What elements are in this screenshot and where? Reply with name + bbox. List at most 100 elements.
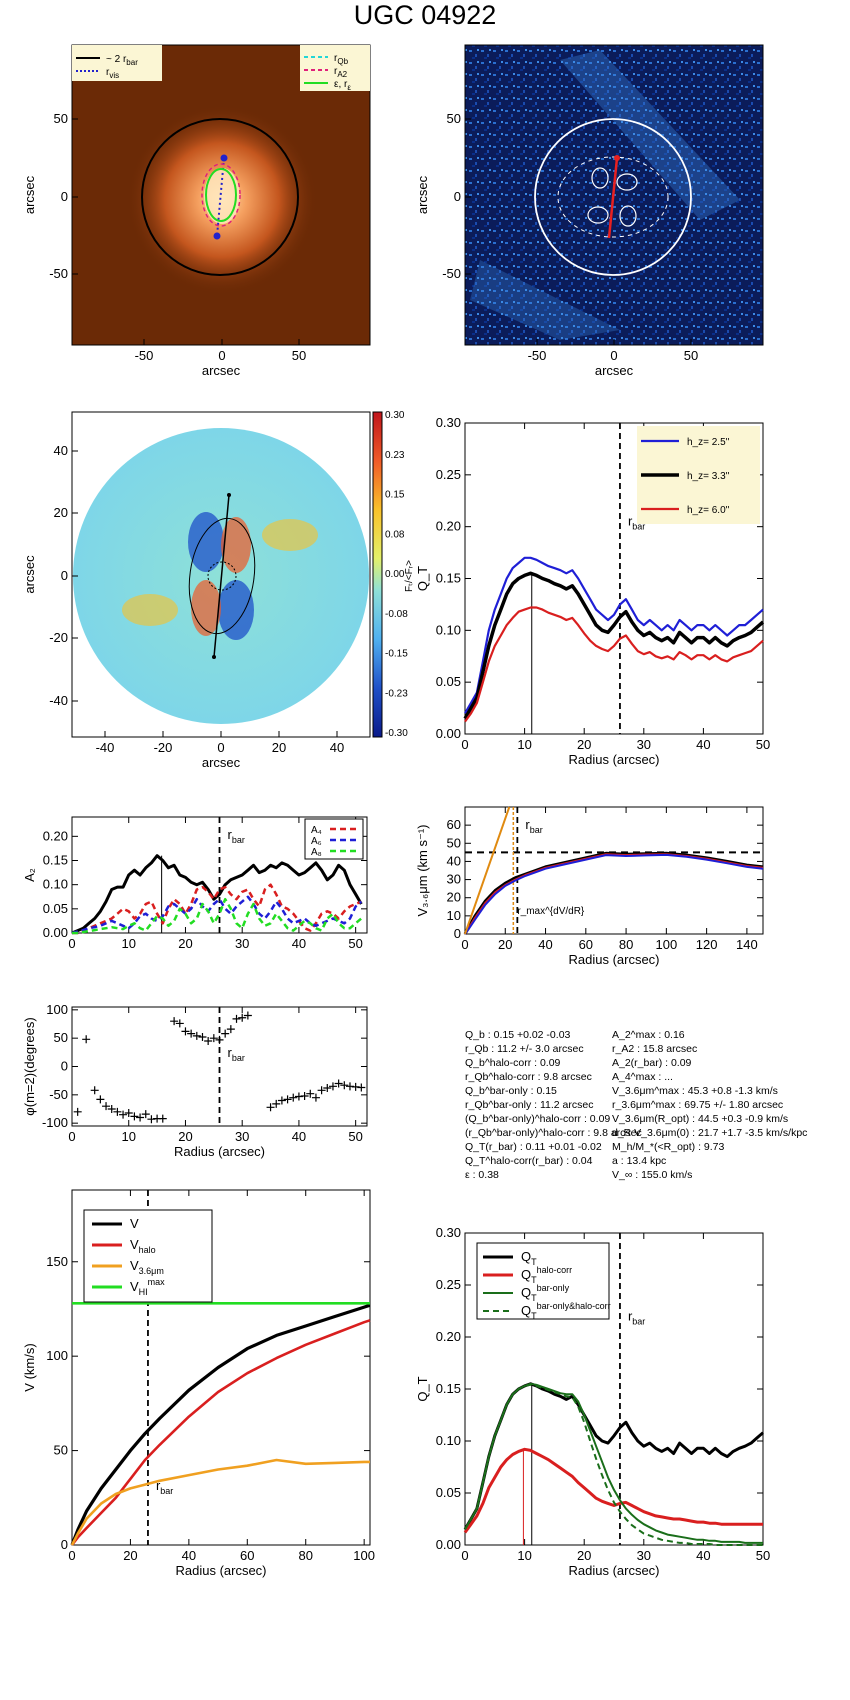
y-axis-label: Q_T [415,566,430,591]
velocity-decomposition-chart: 0 20 40 60 80 100 0 50 100 150 Radius (arcsec) V (k… [22,1189,375,1578]
colorbar-tick-label: 0.08 [385,529,405,540]
y-tick-label: 0.25 [436,1277,461,1292]
series-line [70,1303,371,1546]
info-line: V_3.6μm(R_opt) : 44.5 +0.3 -0.9 km/s [612,1113,788,1125]
y-tick-label: 150 [46,1254,68,1269]
phase-point [277,1096,286,1105]
info-line: V_3.6μm^max : 45.3 +0.8 -1.3 km/s [612,1085,778,1097]
info-line: a : 13.4 kpc [612,1155,666,1167]
phase-point [170,1017,179,1026]
legend-label: ε, rε [334,79,351,92]
phase-point [209,1034,218,1043]
info-line: A_2^max : 0.16 [612,1029,685,1041]
x-axis-label: arcsec [595,363,634,378]
info-line: A_2(r_bar) : 0.09 [612,1057,692,1069]
figure-title: UGC 04922 [354,0,497,30]
y-tick-label: 0.00 [436,726,461,741]
legend-label: h_z= 3.3'' [687,471,730,482]
y-tick-label: 0.30 [436,1225,461,1240]
colorbar-label: Fₜ/<Fᵣ> [404,560,415,592]
y-tick-label: 0.20 [436,1329,461,1344]
a2-ellipse [201,163,241,227]
phase-point [113,1107,122,1116]
x-tick-label: 40 [292,1129,306,1144]
x-axis-label: Radius (arcsec) [568,1563,659,1578]
x-tick-label: 20 [498,937,512,952]
x-tick-label: 10 [121,936,135,951]
y-tick-label: 100 [46,1348,68,1363]
contour-4 [619,205,637,227]
phase-point [283,1095,292,1104]
info-line: V_∞ : 155.0 km/s [612,1169,692,1181]
y-tick-label: 0.05 [436,1485,461,1500]
x-tick-label: -50 [528,348,547,363]
phase-point [226,1025,235,1034]
y-tick-label: 20 [54,505,68,520]
x-tick-label: 50 [756,737,770,752]
x-tick-label: 40 [292,936,306,951]
legend-label: h_z= 6.0'' [687,505,730,516]
phase-point [357,1083,366,1092]
x-tick-label: 0 [461,737,468,752]
y-axis-label: V (km/s) [22,1343,37,1391]
info-line: r_A2 : 15.8 arcsec [612,1043,697,1055]
y-tick-label: -40 [49,693,68,708]
y-tick-label: 0.00 [43,925,68,940]
phase-point [175,1019,184,1028]
series-line [464,806,511,935]
phase-point [317,1086,326,1095]
y-tick-label: 0.10 [436,1433,461,1448]
phase-point [243,1011,252,1020]
y-tick-label: 0 [61,1537,68,1552]
ratio-map-panel: -40 -20 0 20 40 40 20 0 -20 -40 arcsec arcsec 0.30 0.… [22,410,415,770]
y-tick-label: 0.15 [436,571,461,586]
y-tick-label: 60 [447,817,461,832]
legend-label: A₈ [311,847,322,858]
y-tick-label: 0 [61,1059,68,1074]
info-line: A_4^max : ... [612,1071,673,1083]
x-tick-label: 140 [736,937,758,952]
x-tick-label: 20 [178,1129,192,1144]
colorbar-tick-label: -0.30 [385,728,408,739]
rbar-label: rbar [525,817,542,835]
x-tick-label: 50 [348,1129,362,1144]
bar-end-top [614,155,620,161]
phase-point [311,1093,320,1102]
y-tick-label: 0.05 [436,674,461,689]
phase-point [272,1099,281,1108]
series-line [72,883,362,935]
phase-point [130,1112,139,1121]
colorbar-tick-label: 0.23 [385,450,405,461]
phase-point [192,1031,201,1040]
info-text-left: Q_b : 0.15 +0.02 -0.03 r_Qb : 11.2 +/- 3.… [465,1029,642,1181]
qt-decomposition-chart: 0 10 20 30 40 50 0.00 0.05 0.10 0.15 0.20 0.25 0.30 R… [415,1225,770,1578]
x-tick-label: 0 [461,1548,468,1563]
phase-point [232,1014,241,1023]
phase-point [82,1035,91,1044]
x-tick-label: 50 [348,936,362,951]
x-tick-label: 0 [68,1548,75,1563]
info-line: r_3.6μm^max : 69.75 +/- 1.80 arcsec [612,1099,783,1111]
phase-point [141,1110,150,1119]
y-tick-label: 0.30 [436,415,461,430]
phase-point [204,1037,213,1045]
y-axis-label: V₃.₆μm (km s⁻¹) [415,824,430,916]
contour-3 [587,206,609,224]
series-line [463,851,764,935]
x-axis-label: Radius (arcsec) [568,752,659,767]
y-tick-label: 0.10 [436,622,461,637]
x-axis-label: arcsec [202,755,241,770]
y-tick-label: 0.15 [43,853,68,868]
y-axis-label: arcsec [22,175,37,214]
ratio-patch-1 [122,594,178,626]
colorbar-tick-label: -0.15 [385,649,408,660]
x-axis-label: Radius (arcsec) [174,1144,265,1159]
x-tick-label: 60 [240,1548,254,1563]
x-tick-label: 30 [235,936,249,951]
series-line [463,1447,763,1534]
legend-label: h_z= 2.5'' [687,437,730,448]
plot-frame [71,1189,371,1546]
x-tick-label: 100 [353,1548,375,1563]
